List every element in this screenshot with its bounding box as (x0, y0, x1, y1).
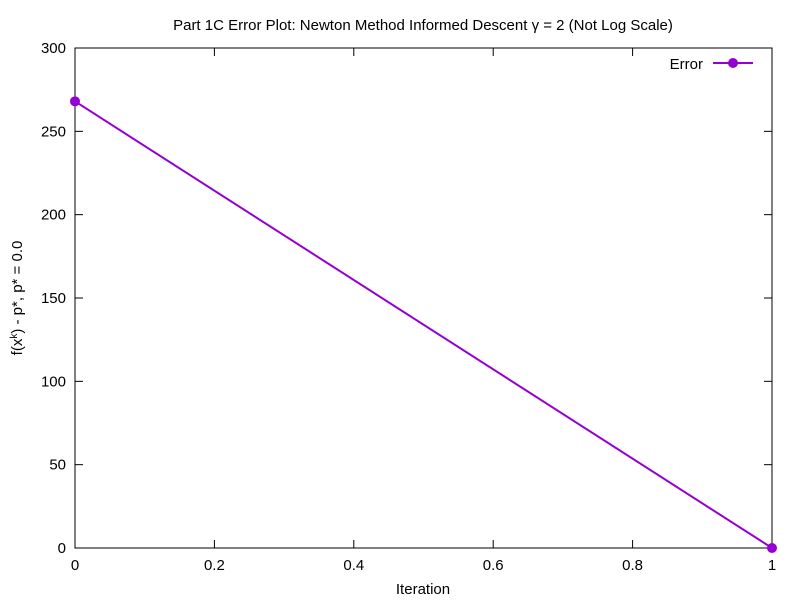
y-ticks: 0 50 100 150 200 250 300 (41, 40, 772, 557)
y-tick-label: 50 (49, 457, 66, 474)
plot-frame (74, 47, 773, 549)
x-tick-label: 0.6 (483, 557, 504, 574)
data-point (767, 543, 777, 553)
y-tick-label: 200 (41, 207, 66, 224)
x-tick-label: 0.8 (622, 557, 643, 574)
axes (74, 47, 773, 549)
y-tick-label: 150 (41, 290, 66, 307)
chart-title: Part 1C Error Plot: Newton Method Inform… (173, 17, 673, 34)
legend-label: Error (670, 56, 703, 73)
y-tick-label: 100 (41, 373, 66, 390)
y-axis-label-pre: f(x (9, 338, 26, 355)
x-axis-label: Iteration (396, 581, 450, 598)
y-tick-label: 250 (41, 123, 66, 140)
y-axis-label-post: ) - p*, p* = 0.0 (9, 241, 26, 334)
x-tick-label: 0 (71, 557, 79, 574)
legend-marker (728, 58, 738, 68)
x-tick-label: 1 (768, 557, 776, 574)
y-tick-label: 300 (41, 40, 66, 57)
y-axis-label: f(xk) - p*, p* = 0.0 (9, 241, 27, 356)
legend: Error (670, 56, 753, 73)
x-tick-label: 0.2 (204, 557, 225, 574)
series-group (70, 96, 777, 553)
y-axis-label-sup: k (9, 333, 20, 339)
series-line (74, 100, 773, 549)
data-point (70, 96, 80, 107)
y-tick-label: 0 (58, 540, 66, 557)
x-ticks: 0 0.2 0.4 0.6 0.8 1 (71, 48, 776, 574)
x-tick-label: 0.4 (343, 557, 364, 574)
